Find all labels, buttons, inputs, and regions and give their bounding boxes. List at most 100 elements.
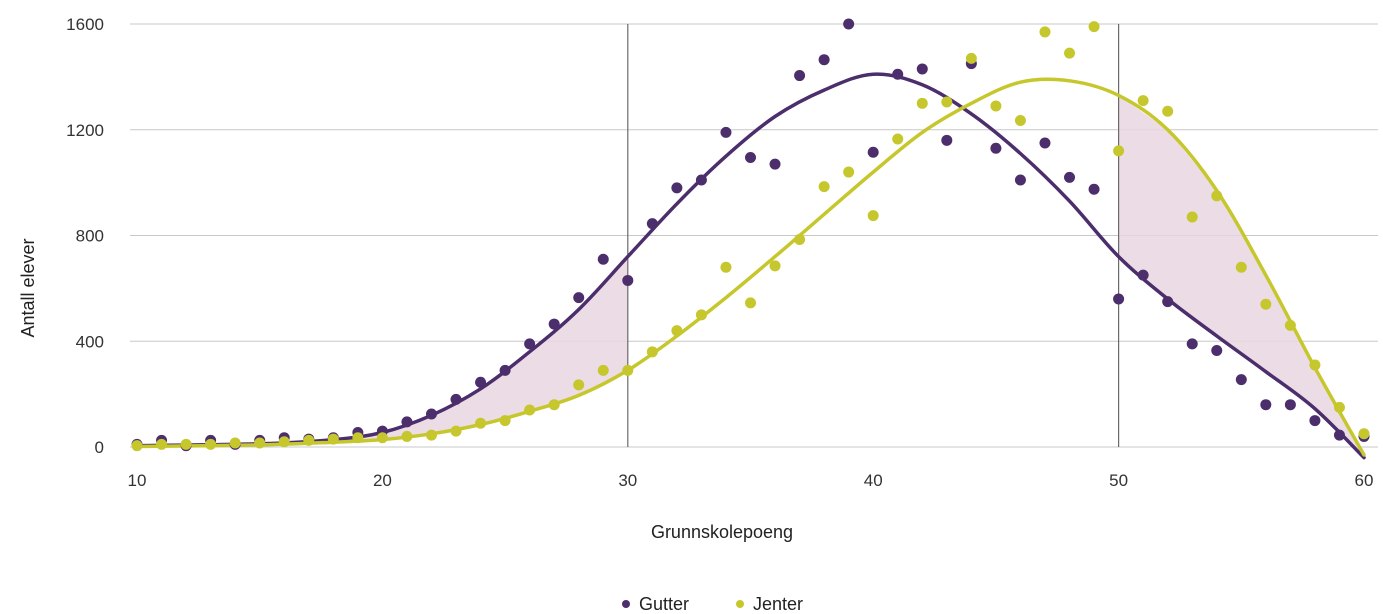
data-point-jenter-46 <box>1014 114 1026 126</box>
data-point-jenter-15 <box>254 437 266 449</box>
data-point-jenter-47 <box>1039 26 1051 38</box>
x-tick-label-20: 20 <box>373 471 392 490</box>
data-point-jenter-21 <box>401 430 413 442</box>
data-point-jenter-59 <box>1333 401 1345 413</box>
data-point-jenter-31 <box>646 346 658 358</box>
data-point-gutter-33 <box>695 174 707 186</box>
x-axis-title: Grunnskolepoeng <box>651 522 793 542</box>
data-point-jenter-40 <box>867 210 879 222</box>
data-point-jenter-37 <box>794 233 806 245</box>
data-point-gutter-56 <box>1260 399 1272 411</box>
data-point-gutter-38 <box>818 54 830 66</box>
y-tick-label-0: 0 <box>95 438 104 457</box>
data-point-gutter-59 <box>1333 429 1345 441</box>
x-tick-label-50: 50 <box>1109 471 1128 490</box>
data-point-gutter-37 <box>794 70 806 82</box>
data-point-jenter-35 <box>745 297 756 309</box>
data-point-jenter-16 <box>278 436 290 448</box>
y-tick-label-400: 400 <box>76 332 104 351</box>
data-point-jenter-55 <box>1235 261 1247 273</box>
y-tick-label-800: 800 <box>76 227 104 246</box>
data-point-jenter-43 <box>941 96 953 108</box>
data-point-gutter-57 <box>1284 399 1296 411</box>
data-point-jenter-18 <box>327 433 339 445</box>
data-point-jenter-53 <box>1186 211 1198 223</box>
data-point-jenter-13 <box>205 438 217 450</box>
data-point-gutter-53 <box>1186 338 1198 350</box>
data-point-jenter-33 <box>695 309 707 321</box>
y-axis-ticks: 0 400 800 1200 1600 <box>66 15 104 457</box>
data-point-jenter-30 <box>622 364 634 376</box>
data-point-gutter-55 <box>1235 374 1247 386</box>
data-point-jenter-54 <box>1211 190 1223 202</box>
data-point-jenter-36 <box>769 260 781 272</box>
data-point-jenter-56 <box>1260 298 1272 310</box>
y-axis-title: Antall elever <box>18 238 38 337</box>
x-tick-label-30: 30 <box>618 471 637 490</box>
data-point-jenter-29 <box>597 364 609 376</box>
data-point-gutter-51 <box>1137 269 1149 281</box>
data-point-gutter-30 <box>622 274 634 286</box>
data-point-jenter-39 <box>843 166 855 178</box>
data-point-gutter-41 <box>892 68 904 80</box>
data-point-jenter-26 <box>524 404 536 416</box>
data-point-jenter-48 <box>1064 47 1076 59</box>
data-point-jenter-22 <box>425 429 437 441</box>
data-point-gutter-39 <box>843 18 855 30</box>
data-point-jenter-50 <box>1113 145 1125 157</box>
data-point-gutter-43 <box>941 134 953 146</box>
data-point-gutter-25 <box>499 364 511 376</box>
x-tick-label-60: 60 <box>1355 471 1374 490</box>
trend-line-jenter <box>135 77 1366 457</box>
data-point-jenter-17 <box>303 434 315 446</box>
data-point-jenter-25 <box>499 415 511 427</box>
data-point-jenter-23 <box>450 425 462 437</box>
data-point-jenter-38 <box>818 181 830 193</box>
data-point-jenter-19 <box>352 432 364 444</box>
data-point-jenter-20 <box>376 432 388 444</box>
legend: Gutter Jenter <box>622 594 803 614</box>
data-point-jenter-49 <box>1088 21 1100 33</box>
data-point-gutter-42 <box>916 63 928 75</box>
data-point-jenter-14 <box>229 437 241 449</box>
data-point-jenter-11 <box>156 438 168 450</box>
data-point-gutter-27 <box>548 318 560 330</box>
data-point-gutter-28 <box>573 292 585 304</box>
data-point-jenter-57 <box>1284 319 1296 331</box>
data-point-gutter-23 <box>450 393 462 405</box>
data-point-jenter-12 <box>180 438 192 450</box>
data-point-gutter-24 <box>475 376 487 388</box>
data-point-gutter-35 <box>745 152 756 164</box>
data-point-gutter-21 <box>401 416 413 428</box>
data-point-gutter-54 <box>1211 345 1223 357</box>
data-point-gutter-45 <box>990 142 1002 154</box>
data-point-gutter-58 <box>1309 415 1321 427</box>
data-point-gutter-47 <box>1039 137 1051 149</box>
data-point-gutter-40 <box>867 146 879 158</box>
legend-label-gutter: Gutter <box>639 594 689 614</box>
shaded-region-1 <box>137 256 628 447</box>
data-point-gutter-48 <box>1064 171 1076 183</box>
x-axis-ticks: 10 20 30 40 50 60 <box>128 471 1374 490</box>
data-point-gutter-34 <box>720 126 732 138</box>
legend-marker-jenter <box>736 600 744 608</box>
data-point-jenter-34 <box>720 261 732 273</box>
shaded-regions <box>137 95 1364 458</box>
data-point-jenter-60 <box>1358 428 1370 440</box>
data-point-jenter-24 <box>475 417 487 429</box>
x-tick-label-40: 40 <box>864 471 883 490</box>
data-point-gutter-52 <box>1162 296 1174 308</box>
data-point-jenter-28 <box>573 379 585 391</box>
data-point-gutter-50 <box>1113 293 1125 305</box>
data-points <box>131 18 1370 452</box>
data-point-jenter-10 <box>131 440 143 452</box>
data-point-jenter-32 <box>671 325 683 337</box>
data-point-gutter-29 <box>597 253 609 265</box>
data-point-jenter-45 <box>990 100 1002 112</box>
data-point-jenter-42 <box>916 97 928 109</box>
legend-marker-gutter <box>622 600 630 608</box>
data-point-gutter-46 <box>1014 174 1026 186</box>
data-point-jenter-27 <box>548 399 560 411</box>
data-point-gutter-31 <box>646 218 658 230</box>
